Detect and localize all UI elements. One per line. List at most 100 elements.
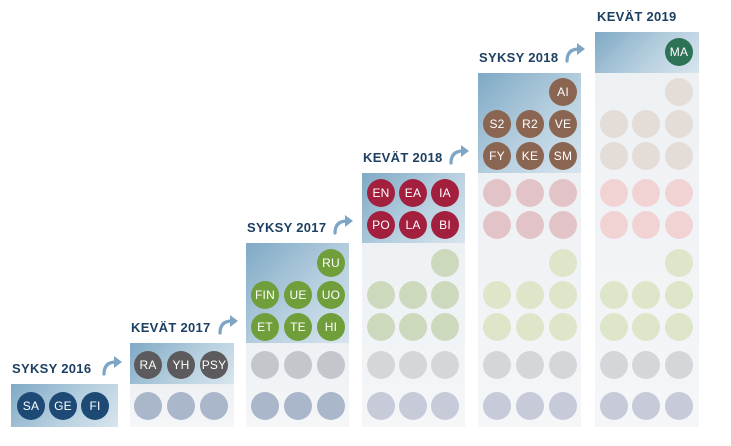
course-circle: HI: [317, 313, 345, 341]
completed-course-circle: [399, 392, 427, 420]
course-circle: IA: [431, 179, 459, 207]
completed-course-circle: [516, 211, 544, 239]
completed-course-circle: [200, 392, 228, 420]
completed-course-circle: [431, 249, 459, 277]
course-circle: R2: [516, 110, 544, 138]
completed-course-circle: [399, 281, 427, 309]
completed-course-circle: [284, 392, 312, 420]
completed-course-circle: [399, 351, 427, 379]
completed-course-circle: [134, 392, 162, 420]
course-circle: ET: [251, 313, 279, 341]
completed-course-circle: [665, 281, 693, 309]
course-circle: PO: [367, 211, 395, 239]
completed-course-circle: [483, 211, 511, 239]
completed-course-circle: [516, 351, 544, 379]
completed-course-circle: [317, 351, 345, 379]
completed-course-circle: [632, 211, 660, 239]
term-label: KEVÄT 2018: [363, 150, 443, 165]
completed-course-circle: [665, 110, 693, 138]
completed-course-circle: [632, 351, 660, 379]
completed-course-circle: [600, 110, 628, 138]
course-circle: MA: [665, 38, 693, 66]
completed-course-circle: [367, 351, 395, 379]
course-circle: SM: [549, 142, 577, 170]
course-circle: RU: [317, 249, 345, 277]
completed-course-circle: [632, 281, 660, 309]
completed-course-circle: [251, 351, 279, 379]
completed-course-circle: [665, 179, 693, 207]
curved-up-right-arrow-icon: [218, 315, 238, 335]
course-circle: UO: [317, 281, 345, 309]
completed-course-circle: [483, 281, 511, 309]
completed-course-circle: [516, 313, 544, 341]
term-label: SYKSY 2016: [12, 361, 92, 376]
completed-course-circle: [549, 211, 577, 239]
completed-course-circle: [600, 392, 628, 420]
completed-course-circle: [600, 351, 628, 379]
completed-course-circle: [431, 351, 459, 379]
completed-course-circle: [367, 313, 395, 341]
course-circle: RA: [134, 351, 162, 379]
completed-course-circle: [516, 392, 544, 420]
term-label: KEVÄT 2017: [131, 320, 211, 335]
completed-course-circle: [600, 313, 628, 341]
course-circle: SA: [17, 392, 45, 420]
course-circle: GE: [49, 392, 77, 420]
completed-course-circle: [665, 392, 693, 420]
completed-course-circle: [431, 313, 459, 341]
term-label: KEVÄT 2019: [597, 9, 677, 24]
completed-course-circle: [516, 281, 544, 309]
completed-course-circle: [483, 351, 511, 379]
completed-course-circle: [632, 392, 660, 420]
completed-course-circle: [600, 211, 628, 239]
completed-course-circle: [632, 313, 660, 341]
course-circle: YH: [167, 351, 195, 379]
completed-course-circle: [665, 211, 693, 239]
completed-course-circle: [665, 313, 693, 341]
course-circle: FIN: [251, 281, 279, 309]
completed-course-circle: [549, 392, 577, 420]
curved-up-right-arrow-icon: [565, 43, 585, 63]
completed-course-circle: [600, 179, 628, 207]
completed-course-circle: [549, 281, 577, 309]
course-circle: FY: [483, 142, 511, 170]
completed-course-circle: [549, 313, 577, 341]
curved-up-right-arrow-icon: [102, 356, 122, 376]
course-circle: AI: [549, 78, 577, 106]
term-label: SYKSY 2017: [247, 220, 327, 235]
course-circle: UE: [284, 281, 312, 309]
course-circle: FI: [81, 392, 109, 420]
curved-up-right-arrow-icon: [333, 215, 353, 235]
completed-course-circle: [665, 78, 693, 106]
completed-course-circle: [399, 313, 427, 341]
completed-course-circle: [431, 392, 459, 420]
completed-course-circle: [483, 392, 511, 420]
course-circle: EN: [367, 179, 395, 207]
completed-course-circle: [317, 392, 345, 420]
completed-course-circle: [516, 179, 544, 207]
completed-course-circle: [549, 249, 577, 277]
completed-course-circle: [483, 179, 511, 207]
course-circle: S2: [483, 110, 511, 138]
completed-course-circle: [632, 110, 660, 138]
course-circle: EA: [399, 179, 427, 207]
completed-course-circle: [600, 281, 628, 309]
course-circle: KE: [516, 142, 544, 170]
curved-up-right-arrow-icon: [449, 145, 469, 165]
course-circle: VE: [549, 110, 577, 138]
completed-course-circle: [632, 179, 660, 207]
completed-course-circle: [167, 392, 195, 420]
completed-course-circle: [665, 142, 693, 170]
completed-course-circle: [549, 179, 577, 207]
completed-course-circle: [549, 351, 577, 379]
completed-course-circle: [367, 392, 395, 420]
course-circle: PSY: [200, 351, 228, 379]
completed-course-circle: [367, 281, 395, 309]
completed-course-circle: [251, 392, 279, 420]
term-label: SYKSY 2018: [479, 50, 559, 65]
course-circle: LA: [399, 211, 427, 239]
completed-course-circle: [665, 351, 693, 379]
course-circle: BI: [431, 211, 459, 239]
completed-course-circle: [632, 142, 660, 170]
completed-course-circle: [431, 281, 459, 309]
